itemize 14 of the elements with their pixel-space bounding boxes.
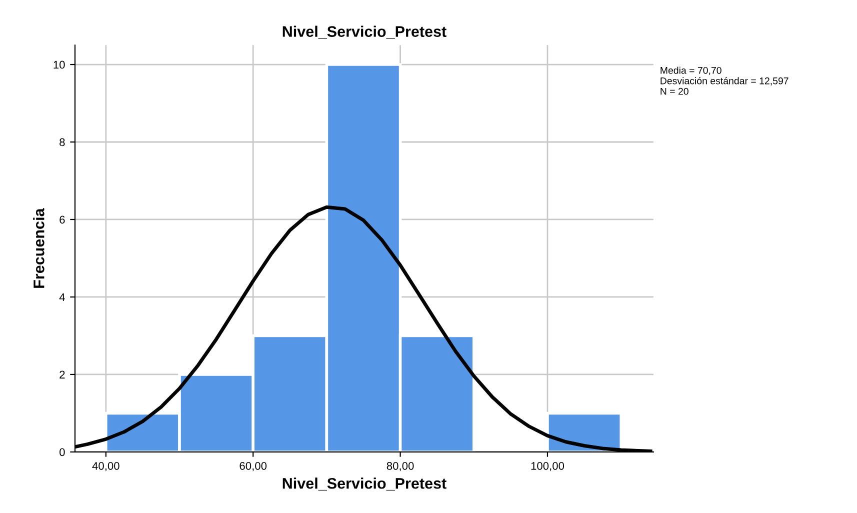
y-tick-label: 4 <box>59 293 65 302</box>
y-tick-label: 2 <box>60 370 65 378</box>
y-tick-label: 10 <box>54 60 65 69</box>
x-tick-label: 100,00 <box>531 462 564 472</box>
x-tick-label: 40,00 <box>92 462 120 472</box>
y-tick-label: 6 <box>60 216 65 224</box>
x-tick-label: 60,00 <box>240 462 267 472</box>
y-tick-label: 8 <box>60 138 65 146</box>
x-tick-label: 80,00 <box>386 462 414 472</box>
y-axis-title: Frecuencia <box>33 208 44 288</box>
chart-title: Nivel_Servicio_Pretest <box>282 26 446 39</box>
y-tick-label: 0 <box>60 448 65 456</box>
text: Media = 70,70 Desviación estándar = 12,597 N = 20 <box>660 66 788 95</box>
x-axis-title: Nivel_Servicio_Pretest <box>282 478 446 491</box>
